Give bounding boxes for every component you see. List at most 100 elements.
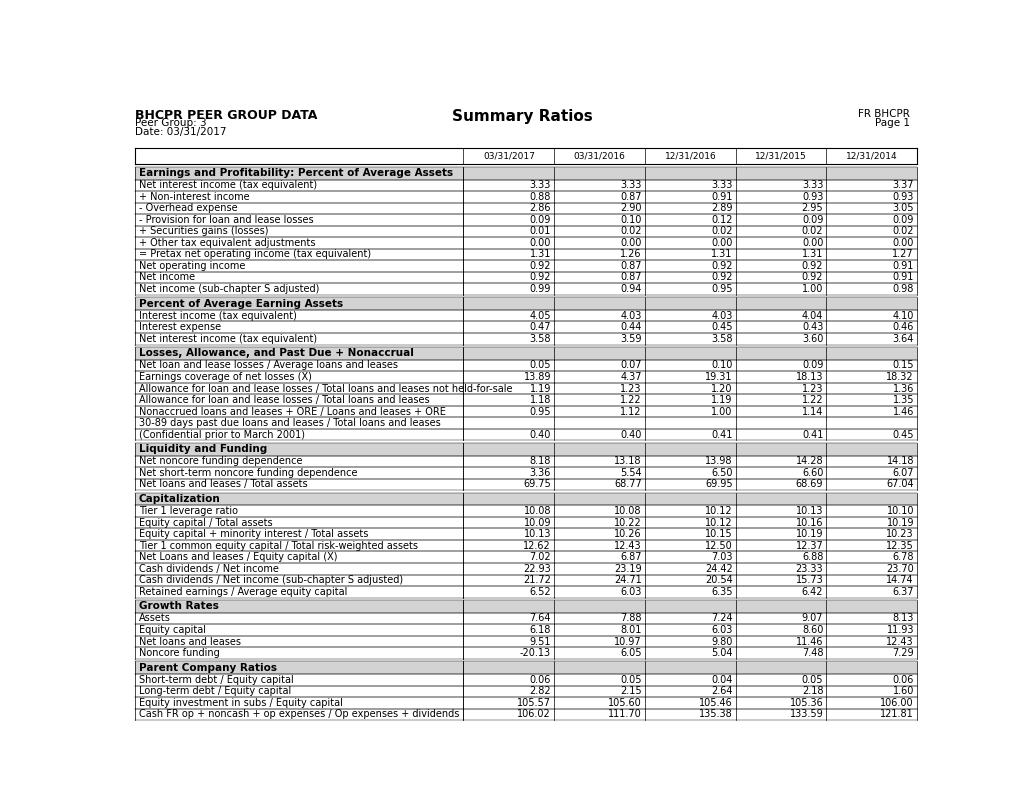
Text: Retained earnings / Average equity capital: Retained earnings / Average equity capit… [139,587,346,597]
Text: Page 1: Page 1 [874,118,909,128]
Bar [136,624,916,636]
Text: 67.04: 67.04 [886,479,913,489]
Text: 3.36: 3.36 [529,468,550,478]
Text: 0.00: 0.00 [801,238,822,248]
Text: 68.69: 68.69 [795,479,822,489]
Text: 14.28: 14.28 [795,456,822,466]
Text: 14.74: 14.74 [886,575,913,585]
Text: 0.94: 0.94 [620,284,641,294]
Text: 14.18: 14.18 [886,456,913,466]
Text: 1.20: 1.20 [710,384,732,393]
Text: 1.46: 1.46 [892,407,913,417]
Text: Net loans and leases: Net loans and leases [139,637,240,647]
Bar [136,272,916,283]
Bar [136,443,916,455]
Text: 0.87: 0.87 [620,191,641,202]
Text: 0.87: 0.87 [620,261,641,271]
Text: 3.59: 3.59 [620,334,641,344]
Text: 7.29: 7.29 [892,648,913,658]
Text: 19.31: 19.31 [704,372,732,382]
Text: 1.14: 1.14 [801,407,822,417]
Text: 0.05: 0.05 [620,675,641,685]
Text: + Non-interest income: + Non-interest income [139,191,249,202]
Text: 10.15: 10.15 [704,530,732,539]
Text: Assets: Assets [139,614,170,623]
Text: 10.13: 10.13 [795,506,822,516]
Text: 12.37: 12.37 [795,541,822,551]
Bar [136,574,916,586]
Bar [136,214,916,225]
Text: 1.12: 1.12 [620,407,641,417]
Text: Cash FR op + noncash + op expenses / Op expenses + dividends: Cash FR op + noncash + op expenses / Op … [139,709,459,719]
Text: Parent Company Ratios: Parent Company Ratios [139,663,276,673]
Bar [136,492,916,505]
Text: 1.18: 1.18 [529,395,550,405]
Text: 105.36: 105.36 [789,698,822,708]
Text: 03/31/2017: 03/31/2017 [482,151,534,160]
Text: 8.60: 8.60 [801,625,822,635]
Text: 0.92: 0.92 [801,261,822,271]
Text: 1.22: 1.22 [620,395,641,405]
Text: 0.91: 0.91 [892,273,913,283]
Bar [136,661,916,674]
Text: 1.36: 1.36 [892,384,913,393]
Text: Summary Ratios: Summary Ratios [452,109,592,124]
Text: Equity capital / Total assets: Equity capital / Total assets [139,518,272,528]
Text: 68.77: 68.77 [613,479,641,489]
Text: 0.99: 0.99 [529,284,550,294]
Text: 1.26: 1.26 [620,250,641,259]
Text: Earnings and Profitability: Percent of Average Assets: Earnings and Profitability: Percent of A… [139,168,452,178]
Text: Losses, Allowance, and Past Due + Nonaccrual: Losses, Allowance, and Past Due + Nonacc… [139,348,413,359]
Text: 10.10: 10.10 [886,506,913,516]
Bar [136,359,916,371]
Text: 10.12: 10.12 [704,518,732,528]
Text: 9.51: 9.51 [529,637,550,647]
Text: 10.08: 10.08 [613,506,641,516]
Text: 6.07: 6.07 [892,468,913,478]
Text: 10.23: 10.23 [886,530,913,539]
Text: Nonaccrued loans and leases + ORE / Loans and leases + ORE: Nonaccrued loans and leases + ORE / Loan… [139,407,445,417]
Text: 1.27: 1.27 [892,250,913,259]
Text: 10.97: 10.97 [613,637,641,647]
Text: 0.00: 0.00 [892,238,913,248]
Bar [136,371,916,383]
Text: 0.87: 0.87 [620,273,641,283]
Text: 1.00: 1.00 [710,407,732,417]
Bar [136,333,916,344]
Bar [136,225,916,237]
Bar [136,708,916,720]
Text: 0.00: 0.00 [710,238,732,248]
Bar [136,529,916,540]
Text: 6.88: 6.88 [801,552,822,562]
Text: 20.54: 20.54 [704,575,732,585]
Text: Net income (sub-chapter S adjusted): Net income (sub-chapter S adjusted) [139,284,319,294]
Text: 6.35: 6.35 [710,587,732,597]
Text: 6.87: 6.87 [620,552,641,562]
Bar [136,180,916,191]
Text: 133.59: 133.59 [789,709,822,719]
Text: 12.35: 12.35 [886,541,913,551]
Text: 6.37: 6.37 [892,587,913,597]
Bar [136,505,916,517]
Text: 0.41: 0.41 [801,429,822,440]
Text: 11.93: 11.93 [886,625,913,635]
Text: 2.82: 2.82 [529,686,550,697]
Text: Percent of Average Earning Assets: Percent of Average Earning Assets [139,299,342,309]
Text: 4.03: 4.03 [620,310,641,321]
Text: Growth Rates: Growth Rates [139,601,218,611]
Text: 12/31/2016: 12/31/2016 [663,151,715,160]
Text: 0.45: 0.45 [710,322,732,333]
Bar [136,237,916,249]
Text: Net loan and lease losses / Average loans and leases: Net loan and lease losses / Average loan… [139,360,397,370]
Text: 1.35: 1.35 [892,395,913,405]
Text: Tier 1 common equity capital / Total risk-weighted assets: Tier 1 common equity capital / Total ris… [139,541,417,551]
Text: 2.15: 2.15 [620,686,641,697]
Text: 0.02: 0.02 [710,226,732,236]
Text: Net income: Net income [139,273,195,283]
Text: 7.24: 7.24 [710,614,732,623]
Bar [136,467,916,478]
Text: 0.43: 0.43 [801,322,822,333]
Bar [136,455,916,467]
Text: 2.18: 2.18 [801,686,822,697]
Bar [136,636,916,647]
